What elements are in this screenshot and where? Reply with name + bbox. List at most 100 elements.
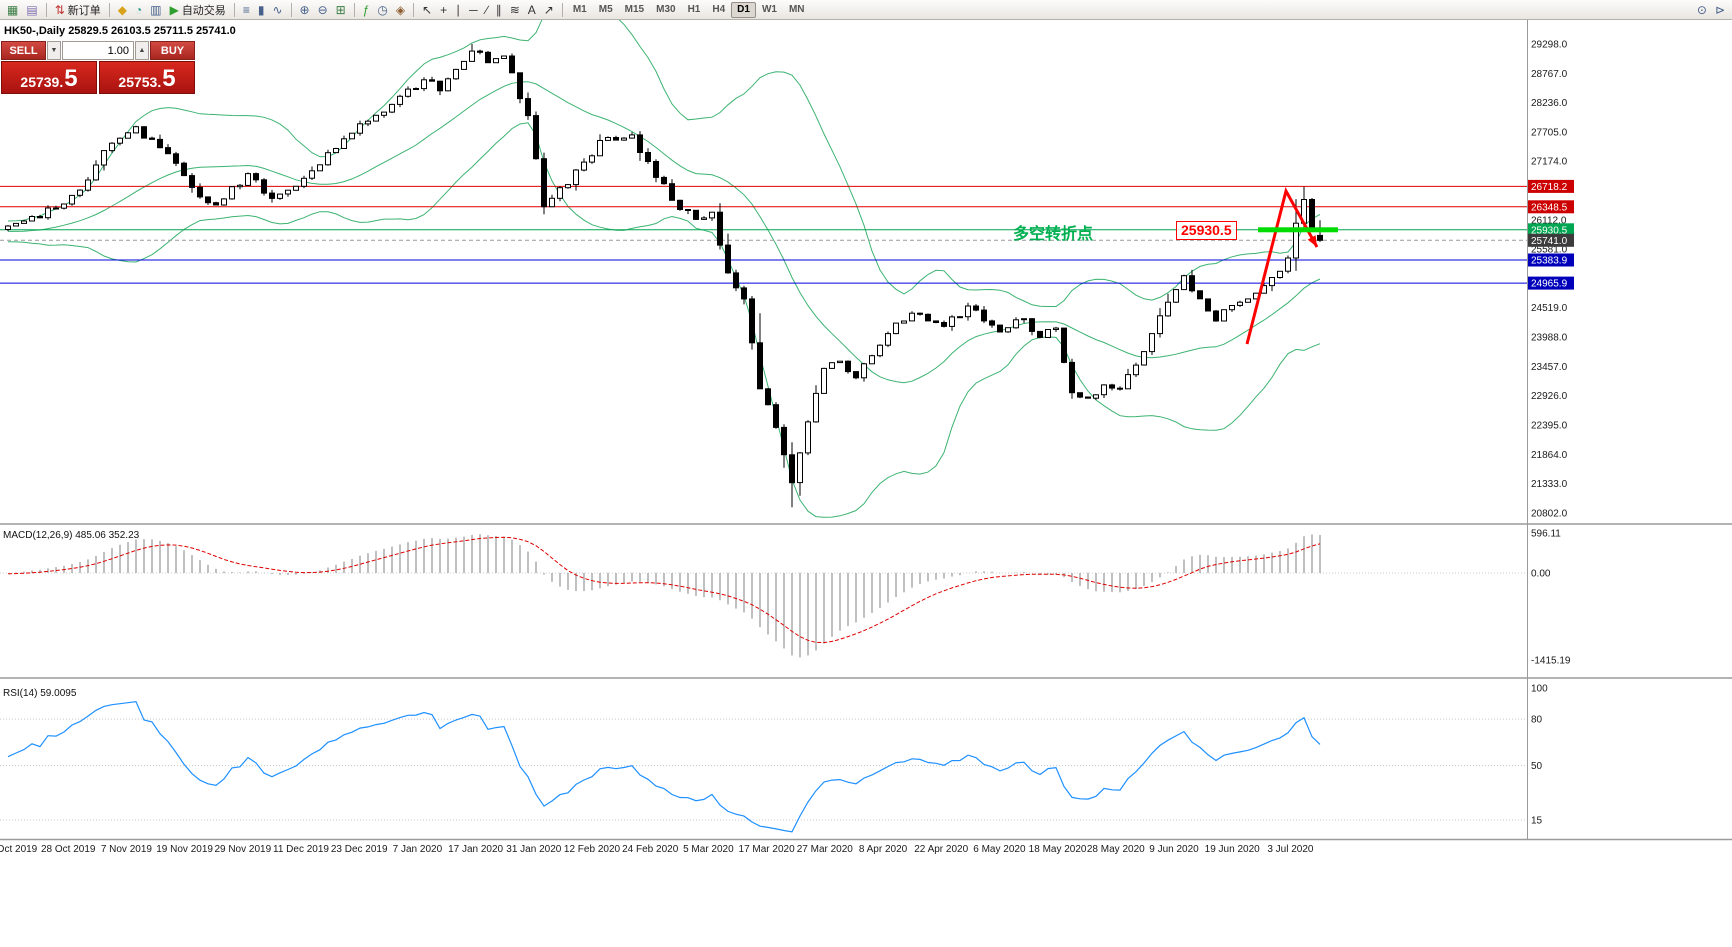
timeframe-m1[interactable]: M1 — [572, 4, 587, 15]
sell-price-display[interactable]: 25739. 5 — [1, 61, 97, 94]
history-center[interactable]: ◔ — [131, 1, 146, 19]
market-watch-icon: ▥ — [150, 2, 162, 17]
svg-text:15: 15 — [1531, 816, 1543, 827]
chart-candles[interactable]: ▮ — [254, 1, 269, 19]
svg-text:19 Nov 2019: 19 Nov 2019 — [156, 844, 213, 855]
svg-text:22 Apr 2020: 22 Apr 2020 — [914, 844, 968, 855]
metaeditor[interactable]: ◆ — [114, 1, 131, 19]
crosshair-tool-icon: + — [440, 2, 448, 17]
auto-trading-button[interactable]: ▶ 自动交易 — [166, 1, 230, 19]
zoom-in-icon: ⊕ — [299, 2, 310, 17]
annotation-price-label[interactable]: 25930.5 — [1176, 221, 1237, 240]
timeframe-m15[interactable]: M15 — [624, 4, 645, 15]
svg-text:5 Mar 2020: 5 Mar 2020 — [683, 844, 734, 855]
svg-text:24519.0: 24519.0 — [1531, 303, 1568, 314]
buy-price-display[interactable]: 25753. 5 — [99, 61, 195, 94]
crosshair-tool[interactable]: + — [436, 1, 451, 19]
auto-trading-button-icon: ▶ — [169, 2, 179, 17]
metaeditor-icon: ◆ — [117, 2, 127, 17]
vertical-line-tool-icon: ∣ — [455, 2, 462, 17]
timeframe-h1[interactable]: H1 — [687, 4, 701, 15]
horizontal-line-tool[interactable]: ─ — [465, 1, 482, 19]
search[interactable]: ⊙ — [1693, 1, 1711, 19]
trendline-tool[interactable]: ∕ — [482, 1, 492, 19]
text-tool[interactable]: A — [524, 1, 540, 19]
svg-text:25930.5: 25930.5 — [1531, 225, 1568, 236]
trendline-tool-icon: ∕ — [485, 2, 488, 17]
svg-text:17 Mar 2020: 17 Mar 2020 — [739, 844, 796, 855]
buy-button[interactable]: BUY — [150, 41, 195, 60]
cursor-tool[interactable]: ↖ — [418, 1, 436, 19]
chart-shift-icon: ⊳ — [1714, 2, 1725, 17]
timeframe-d1[interactable]: D1 — [731, 1, 756, 18]
horizontal-line-tool-icon: ─ — [469, 2, 478, 17]
timeframe-h4[interactable]: H4 — [712, 4, 726, 15]
chart-shift[interactable]: ⊳ — [1711, 1, 1729, 19]
new-chart[interactable]: ▦ — [3, 1, 22, 19]
price-tag-26348.5 — [1528, 200, 1574, 214]
toolbar-divider — [45, 2, 47, 17]
history-center-icon: ◔ — [134, 2, 143, 17]
vertical-line-tool[interactable]: ∣ — [451, 1, 465, 19]
svg-text:RSI(14) 59.0095: RSI(14) 59.0095 — [3, 688, 77, 699]
svg-text:23988.0: 23988.0 — [1531, 333, 1568, 344]
chart-objects — [1245, 186, 1338, 345]
zoom-out[interactable]: ⊖ — [314, 1, 332, 19]
svg-text:21333.0: 21333.0 — [1531, 479, 1568, 490]
timeframe-m5[interactable]: M5 — [598, 4, 613, 15]
toolbar: ▦ ▤ ⇅ 新订单 ◆ ◔ ▥ ▶ 自动交易 ≡ ▮ ∿ ⊕ ⊖ ⊞ ƒ ◷ ◈ ↖ + ∣ ─ ∕ ∥ ≋ A ↗ M1 M5 M15 M… — [0, 0, 1732, 20]
chart-line[interactable]: ∿ — [268, 1, 286, 19]
svg-text:8 Apr 2020: 8 Apr 2020 — [859, 844, 908, 855]
toolbar-divider — [233, 2, 235, 17]
tile-windows[interactable]: ⊞ — [332, 1, 350, 19]
profiles[interactable]: ▤ — [22, 1, 41, 19]
cursor-tool-icon: ↖ — [422, 2, 433, 17]
buy-price-pip: 5 — [162, 65, 176, 92]
toolbar-divider — [413, 2, 415, 17]
volume-input[interactable] — [62, 41, 134, 60]
channel-tool[interactable]: ∥ — [492, 1, 506, 19]
svg-text:21864.0: 21864.0 — [1531, 450, 1568, 461]
price-tag-24965.9 — [1528, 276, 1574, 290]
svg-text:25741.0: 25741.0 — [1531, 236, 1568, 247]
svg-text:27174.0: 27174.0 — [1531, 157, 1568, 168]
sell-button[interactable]: SELL — [1, 41, 46, 60]
market-watch[interactable]: ▥ — [146, 1, 165, 19]
timeframe-w1[interactable]: W1 — [761, 4, 777, 15]
periods[interactable]: ◷ — [373, 1, 391, 19]
trade-panel-controls: SELL ▼ ▲ BUY — [1, 41, 195, 60]
svg-text:28767.0: 28767.0 — [1531, 69, 1568, 80]
timeframe-mn[interactable]: MN — [788, 4, 805, 15]
svg-text:-1415.19: -1415.19 — [1531, 656, 1571, 667]
profiles-icon: ▤ — [26, 2, 38, 17]
svg-text:31 Jan 2020: 31 Jan 2020 — [506, 844, 561, 855]
indicators[interactable]: ƒ — [359, 1, 374, 19]
price-tag-25741.0 — [1528, 233, 1574, 247]
arrows-tool[interactable]: ↗ — [540, 1, 558, 19]
svg-text:16 Oct 2019: 16 Oct 2019 — [0, 844, 38, 855]
chart-bars[interactable]: ≡ — [239, 1, 254, 19]
templates[interactable]: ◈ — [392, 1, 409, 19]
svg-text:25581.0: 25581.0 — [1531, 245, 1568, 256]
support-segment[interactable] — [1258, 227, 1338, 233]
arrows-tool-icon: ↗ — [543, 2, 554, 17]
new-order-button[interactable]: ⇅ 新订单 — [51, 1, 105, 19]
candles — [5, 44, 1323, 508]
toolbar-divider — [353, 2, 355, 17]
fibonacci-tool[interactable]: ≋ — [506, 1, 524, 19]
svg-text:24965.9: 24965.9 — [1531, 279, 1568, 290]
svg-text:17 Jan 2020: 17 Jan 2020 — [448, 844, 503, 855]
zoom-in[interactable]: ⊕ — [296, 1, 314, 19]
svg-text:7 Nov 2019: 7 Nov 2019 — [101, 844, 153, 855]
templates-icon: ◈ — [395, 2, 406, 17]
volume-increase-button[interactable]: ▲ — [135, 41, 149, 60]
timeframe-m30[interactable]: M30 — [656, 4, 676, 15]
price-tag-25930.5 — [1528, 223, 1574, 237]
chart-bars-icon: ≡ — [242, 2, 250, 17]
toolbar-divider — [561, 2, 563, 17]
annotation-turning-point-label[interactable]: 多空转折点 — [1013, 226, 1094, 243]
svg-text:3 Jul 2020: 3 Jul 2020 — [1267, 844, 1314, 855]
volume-decrease-button[interactable]: ▼ — [47, 41, 61, 60]
